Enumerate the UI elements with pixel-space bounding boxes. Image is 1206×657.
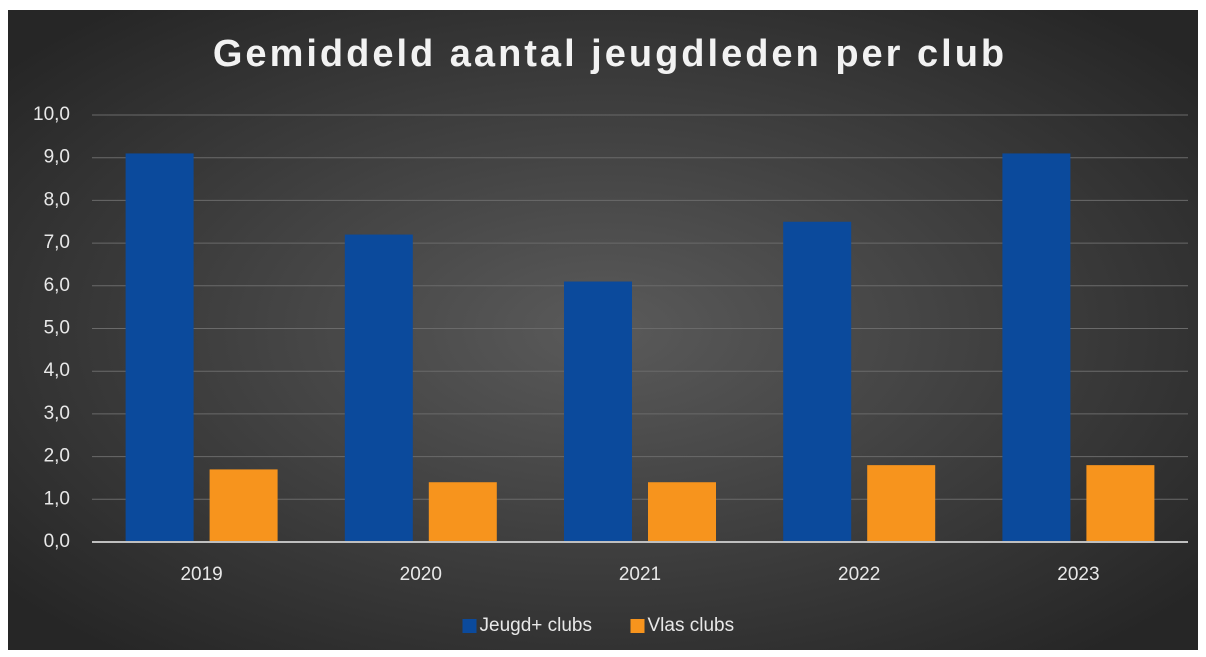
bar: [564, 281, 632, 542]
legend-swatch: [462, 619, 477, 633]
bar: [344, 234, 413, 542]
y-tick-label: 5,0: [44, 318, 70, 339]
bar: [209, 469, 278, 542]
y-tick-label: 4,0: [44, 360, 70, 381]
bar: [125, 153, 194, 542]
y-tick-label: 6,0: [44, 275, 70, 296]
y-tick-label: 7,0: [44, 232, 70, 253]
chart-title: Gemiddeld aantal jeugdleden per club: [213, 33, 1007, 75]
bar: [867, 465, 936, 542]
bar: [783, 221, 852, 542]
x-tick-label: 2022: [838, 564, 880, 585]
y-tick-label: 3,0: [44, 403, 70, 424]
bar: [648, 482, 716, 542]
bar: [1002, 153, 1071, 542]
y-tick-label: 2,0: [44, 446, 70, 467]
y-tick-label: 10,0: [33, 104, 70, 125]
y-tick-label: 8,0: [44, 189, 70, 210]
bar: [428, 482, 497, 542]
y-tick-label: 0,0: [44, 531, 70, 552]
y-tick-label: 1,0: [44, 488, 70, 509]
x-tick-label: 2021: [619, 564, 661, 585]
legend-label: Jeugd+ clubs: [480, 615, 593, 636]
legend-label: Vlas clubs: [648, 615, 735, 636]
legend-swatch: [630, 619, 645, 633]
y-tick-label: 9,0: [44, 147, 70, 168]
x-tick-label: 2019: [180, 564, 222, 585]
x-tick-label: 2020: [400, 564, 442, 585]
x-tick-label: 2023: [1057, 564, 1099, 585]
bar: [1086, 465, 1155, 542]
